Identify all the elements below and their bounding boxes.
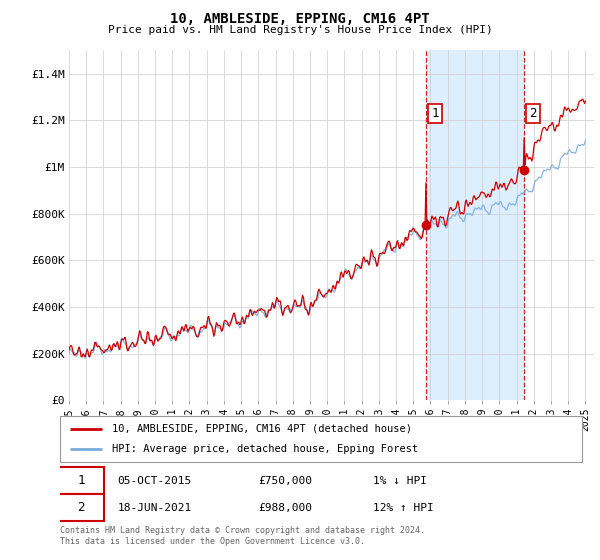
Text: HPI: Average price, detached house, Epping Forest: HPI: Average price, detached house, Eppi… — [112, 444, 418, 454]
FancyBboxPatch shape — [58, 467, 104, 494]
Text: Contains HM Land Registry data © Crown copyright and database right 2024.
This d: Contains HM Land Registry data © Crown c… — [60, 526, 425, 546]
Text: 10, AMBLESIDE, EPPING, CM16 4PT: 10, AMBLESIDE, EPPING, CM16 4PT — [170, 12, 430, 26]
Text: 1: 1 — [431, 107, 439, 120]
Text: 1% ↓ HPI: 1% ↓ HPI — [373, 475, 427, 486]
Text: 10, AMBLESIDE, EPPING, CM16 4PT (detached house): 10, AMBLESIDE, EPPING, CM16 4PT (detache… — [112, 424, 412, 434]
Text: 2: 2 — [530, 107, 537, 120]
Bar — [426, 50, 524, 400]
Text: 05-OCT-2015: 05-OCT-2015 — [118, 475, 191, 486]
FancyBboxPatch shape — [58, 494, 104, 521]
Text: 1: 1 — [77, 474, 85, 487]
Text: £750,000: £750,000 — [259, 475, 313, 486]
Text: 18-JUN-2021: 18-JUN-2021 — [118, 503, 191, 513]
Text: 12% ↑ HPI: 12% ↑ HPI — [373, 503, 434, 513]
Text: 2: 2 — [77, 501, 85, 514]
Text: Price paid vs. HM Land Registry's House Price Index (HPI): Price paid vs. HM Land Registry's House … — [107, 25, 493, 35]
Text: £988,000: £988,000 — [259, 503, 313, 513]
